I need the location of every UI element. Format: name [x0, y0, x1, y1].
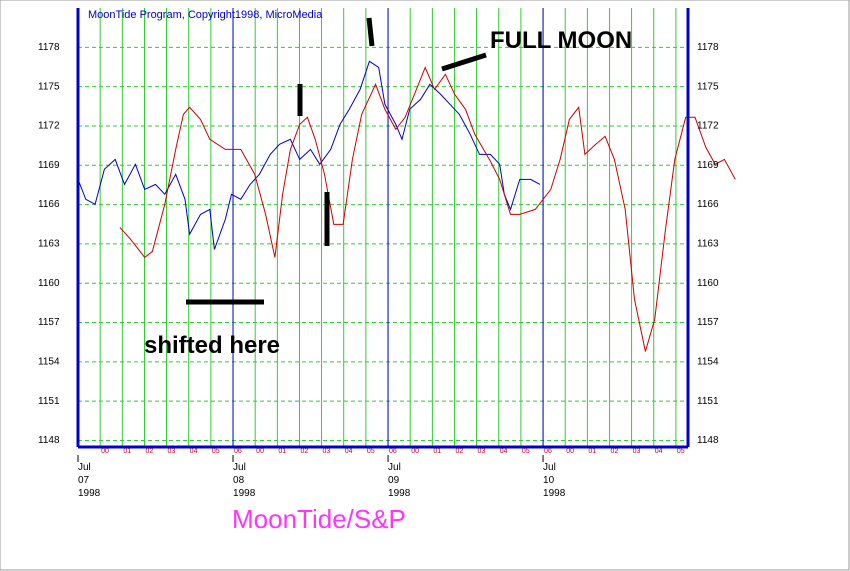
annotation-marks: [186, 17, 487, 305]
grid: [77, 8, 688, 447]
y-tick-label: 1157: [697, 317, 719, 328]
marker: [366, 17, 375, 47]
minor-tick-label: 04: [655, 448, 663, 455]
minor-tick-label: 02: [301, 448, 309, 455]
y-tick-label: 1169: [697, 160, 719, 171]
y-tick-label: 1160: [38, 278, 60, 289]
y-tick-label: 1178: [38, 42, 60, 53]
minor-tick-label: 05: [367, 448, 375, 455]
series-line: [119, 66, 736, 352]
minor-tick-label: 03: [323, 448, 331, 455]
y-tick-label: 1166: [697, 199, 719, 210]
minor-tick-label: 00: [411, 448, 419, 455]
axes: 1148 1148 1151 1151 1154 1154 1157 1157 1160 1160…: [38, 8, 719, 499]
minor-tick-label: 06: [389, 448, 397, 455]
x-tick-label: Jul 08 1998: [233, 462, 256, 499]
y-tick-label: 1163: [38, 239, 60, 250]
minor-tick-label: 01: [123, 448, 131, 455]
y-tick-label: 1151: [697, 396, 719, 407]
minor-tick-label: 01: [588, 448, 596, 455]
y-tick-label: 1163: [697, 239, 719, 250]
y-tick-label: 1148: [38, 435, 60, 446]
y-tick-label: 1178: [697, 42, 719, 53]
subtitle: MoonTide Program, Copyright1998, MicroMe…: [88, 9, 323, 21]
annotation: FULL MOON: [490, 27, 632, 54]
minor-tick-label: 02: [146, 448, 154, 455]
y-tick-label: 1157: [38, 317, 60, 328]
minor-tick-label: 05: [522, 448, 530, 455]
marker: [441, 52, 487, 72]
minor-tick-label: 02: [456, 448, 464, 455]
minor-tick-label: 05: [677, 448, 685, 455]
minor-tick-label: 05: [212, 448, 220, 455]
series-line: [77, 60, 541, 250]
y-tick-label: 1148: [697, 435, 719, 446]
chart-title: MoonTide/S&P: [232, 504, 406, 534]
minor-tick-label: 04: [190, 448, 198, 455]
minor-tick-label: 03: [633, 448, 641, 455]
x-tick-label: Jul 07 1998: [78, 462, 101, 499]
y-tick-label: 1169: [38, 160, 60, 171]
plot: [77, 60, 736, 352]
minor-tick-label: 00: [101, 448, 109, 455]
minor-tick-label: 01: [278, 448, 286, 455]
x-tick-label: Jul 10 1998: [543, 462, 566, 499]
minor-tick-label: 00: [256, 448, 264, 455]
minor-tick-label: 04: [500, 448, 508, 455]
minor-tick-label: 03: [478, 448, 486, 455]
minor-tick-label: 06: [234, 448, 242, 455]
y-tick-label: 1172: [697, 121, 719, 132]
minor-tick-label: 03: [168, 448, 176, 455]
y-tick-label: 1154: [697, 356, 719, 367]
minor-tick-label: 02: [611, 448, 619, 455]
minor-tick-label: 01: [433, 448, 441, 455]
y-tick-label: 1154: [38, 356, 60, 367]
y-tick-label: 1175: [697, 81, 719, 92]
minor-tick-label: 04: [345, 448, 353, 455]
y-tick-label: 1175: [38, 81, 60, 92]
y-tick-label: 1151: [38, 396, 60, 407]
y-tick-label: 1172: [38, 121, 60, 132]
y-tick-label: 1166: [38, 199, 60, 210]
y-tick-label: 1160: [697, 278, 719, 289]
minor-tick-label: 06: [544, 448, 552, 455]
x-tick-label: Jul 09 1998: [388, 462, 411, 499]
annotation: shifted here: [144, 332, 280, 359]
minor-tick-label: 00: [566, 448, 574, 455]
